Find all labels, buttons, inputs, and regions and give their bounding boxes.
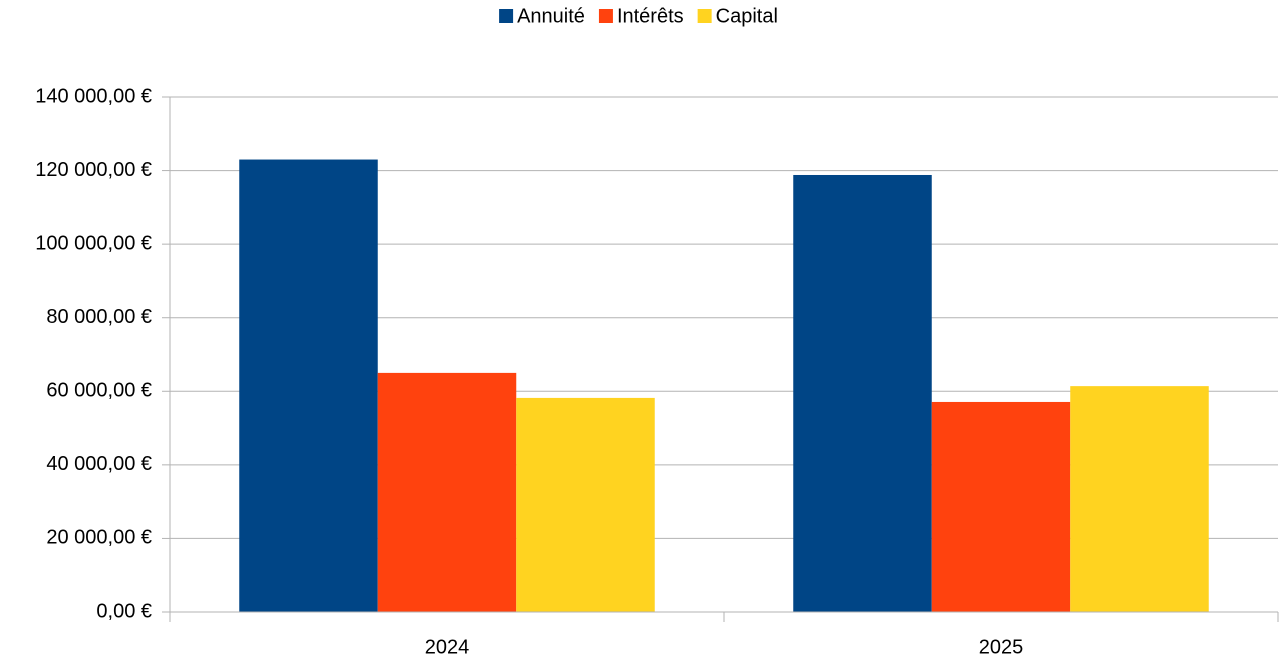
x-tick-label: 2024: [425, 636, 470, 658]
y-tick-label: 100 000,00 €: [35, 232, 152, 254]
y-tick-label: 40 000,00 €: [46, 453, 152, 475]
bar: [1070, 386, 1209, 612]
x-tick-label: 2025: [979, 636, 1024, 658]
legend-swatch: [499, 9, 514, 23]
y-tick-label: 140 000,00 €: [35, 85, 152, 107]
bar: [516, 397, 655, 612]
legend-label: Capital: [716, 5, 778, 27]
y-tick-label: 60 000,00 €: [46, 380, 152, 402]
y-tick-label: 0,00 €: [96, 600, 152, 622]
bar: [239, 159, 378, 613]
legend-swatch: [598, 9, 613, 23]
bar: [931, 401, 1071, 612]
legend-swatch: [697, 9, 712, 23]
legend-label: Annuité: [517, 5, 585, 27]
y-tick-label: 80 000,00 €: [46, 306, 152, 328]
legend-label: Intérêts: [617, 5, 684, 27]
y-tick-label: 20 000,00 €: [46, 527, 152, 549]
bar: [377, 372, 517, 612]
bar: [793, 174, 932, 612]
y-tick-label: 120 000,00 €: [35, 159, 152, 181]
